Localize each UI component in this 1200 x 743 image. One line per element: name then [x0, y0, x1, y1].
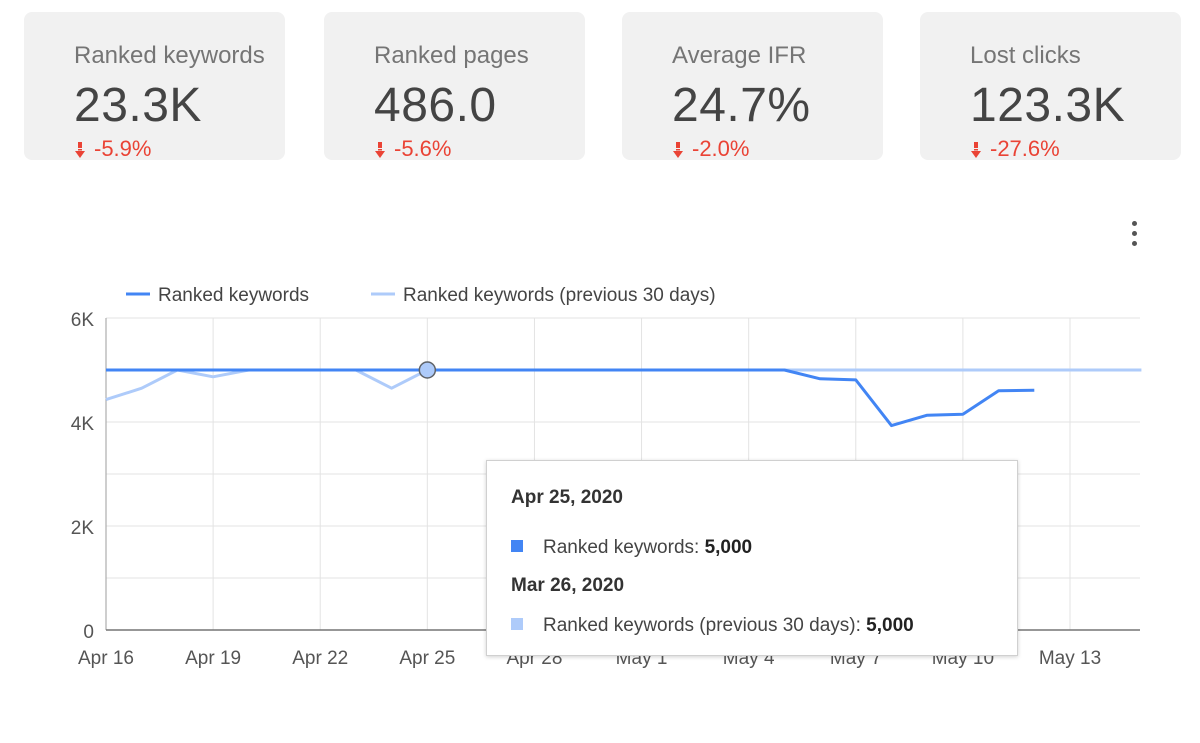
scorecard-value: 123.3K: [970, 79, 1126, 132]
down-arrow-icon: [75, 142, 85, 159]
scorecard-value: 24.7%: [672, 79, 811, 132]
more-vert-icon[interactable]: [1126, 219, 1144, 249]
scorecard-delta-value: -2.0%: [692, 136, 750, 161]
tooltip-date-previous: Mar 26, 2020: [511, 575, 625, 596]
scorecard-delta: -2.0%: [672, 136, 749, 162]
scorecard-ranked-pages[interactable]: Ranked pages 486.0 -5.6%: [324, 12, 585, 162]
x-tick-label: May 13: [1039, 648, 1101, 669]
scorecard-lost-clicks[interactable]: Lost clicks 123.3K -27.6%: [920, 12, 1181, 162]
scorecard-delta: -5.6%: [374, 136, 451, 162]
chart-tooltip: Apr 25, 2020 Ranked keywords: 5,000 Mar …: [486, 460, 1018, 656]
scorecard-label: Lost clicks: [970, 42, 1081, 69]
chart-legend: Ranked keywords Ranked keywords (previous…: [126, 285, 716, 306]
series-swatch: [511, 617, 523, 630]
scorecard-delta-value: -27.6%: [990, 136, 1060, 161]
scorecard-label: Ranked keywords: [74, 42, 265, 69]
tooltip-row-value: 5,000: [866, 615, 914, 636]
scorecard-delta-value: -5.6%: [394, 136, 452, 161]
series-line-ranked-keywords-previous: [105, 368, 1142, 402]
x-tick-label: Apr 19: [185, 648, 241, 669]
down-arrow-icon: [673, 142, 683, 159]
down-arrow-icon: [375, 142, 385, 159]
hover-point: [418, 361, 437, 379]
scorecard-label: Ranked pages: [374, 42, 529, 69]
scorecard-label: Average IFR: [672, 42, 807, 69]
legend-label: Ranked keywords (previous 30 days): [403, 285, 716, 306]
series-swatch: [511, 539, 523, 552]
x-tick-label: Apr 25: [399, 648, 455, 669]
x-tick-label: Apr 22: [292, 648, 348, 669]
series-line-ranked-keywords: [106, 368, 1035, 428]
scorecard-delta-value: -5.9%: [94, 136, 152, 161]
y-tick-label: 4K: [71, 414, 95, 435]
chart-hover-marker: [418, 361, 437, 379]
y-tick-label: 2K: [71, 518, 95, 539]
scorecard-delta: -27.6%: [970, 136, 1060, 162]
scorecard-average-ifr[interactable]: Average IFR 24.7% -2.0%: [622, 12, 883, 162]
scorecard-ranked-keywords[interactable]: Ranked keywords 23.3K -5.9%: [24, 12, 285, 162]
tooltip-row-value: 5,000: [704, 537, 753, 558]
scorecard-value: 23.3K: [74, 79, 202, 132]
scorecard-delta: -5.9%: [74, 136, 151, 162]
scorecard-value: 486.0: [374, 79, 497, 132]
y-tick-label: 6K: [71, 310, 95, 331]
tooltip-row-label: Ranked keywords (previous 30 days):: [543, 615, 867, 636]
down-arrow-icon: [971, 142, 981, 159]
legend-label: Ranked keywords: [158, 285, 309, 306]
tooltip-row-previous: Ranked keywords (previous 30 days): 5,00…: [511, 615, 914, 637]
y-tick-label: 0: [83, 622, 94, 643]
tooltip-row-label: Ranked keywords:: [543, 537, 705, 558]
chart-series: [105, 368, 1142, 428]
x-tick-label: Apr 16: [78, 648, 134, 669]
tooltip-row-current: Ranked keywords: 5,000: [511, 537, 752, 559]
tooltip-date-current: Apr 25, 2020: [511, 487, 623, 508]
